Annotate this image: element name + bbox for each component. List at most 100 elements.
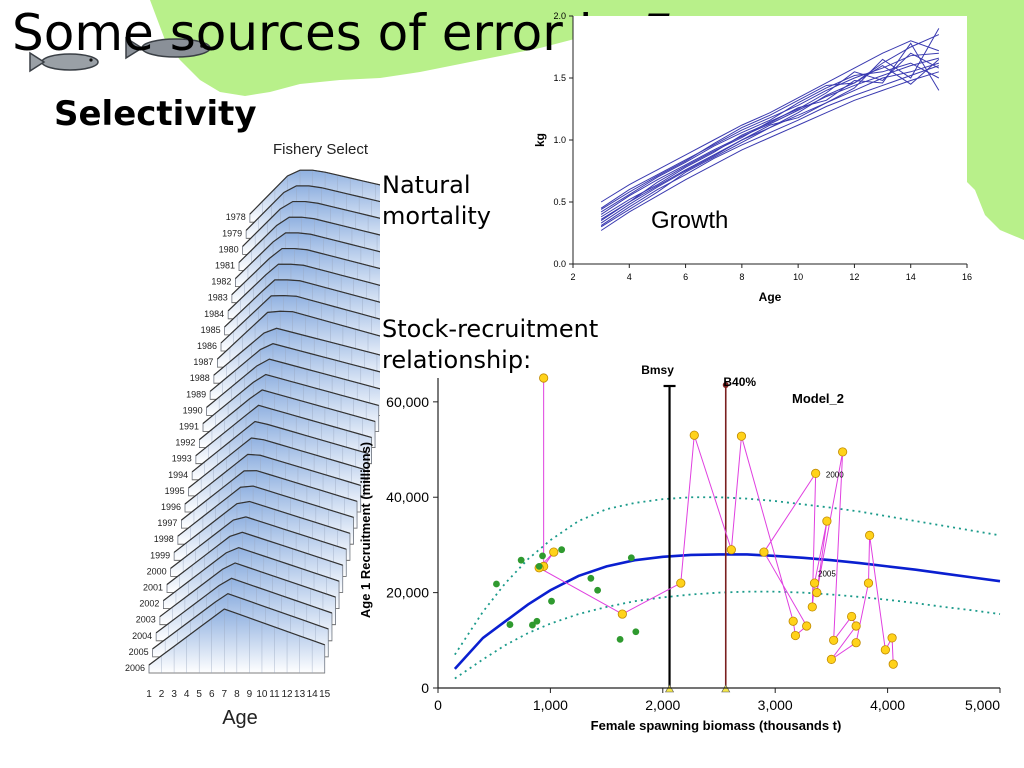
sr-path-point bbox=[811, 468, 821, 478]
sr-path-point bbox=[676, 578, 686, 588]
growth-x-tick-label: 8 bbox=[739, 272, 744, 282]
growth-x-axis-label: Age bbox=[759, 290, 782, 304]
selectivity-ridge-line bbox=[238, 216, 380, 263]
growth-y-tick-label: 1.5 bbox=[553, 73, 566, 83]
sr-path-point bbox=[689, 430, 699, 440]
sr-path-point bbox=[726, 545, 736, 555]
growth-x-tick-label: 14 bbox=[906, 272, 916, 282]
sr-path-point bbox=[829, 635, 839, 645]
sr-curve-line bbox=[453, 553, 1001, 670]
stock-recruitment-label: Stock-recruitment relationship: bbox=[382, 314, 598, 376]
selectivity-year-label: 1992 bbox=[175, 438, 195, 448]
growth-y-tick-label: 0.5 bbox=[553, 197, 566, 207]
selectivity-year-label: 1983 bbox=[208, 293, 228, 303]
sr-x-tick-label: 3,000 bbox=[758, 697, 793, 713]
growth-line-5 bbox=[600, 52, 939, 209]
sr-y-tick-label: 40,000 bbox=[386, 489, 429, 505]
growth-x-tick-label: 16 bbox=[962, 272, 972, 282]
sr-path-point bbox=[539, 373, 549, 383]
natural-mortality-line2: mortality bbox=[382, 202, 491, 230]
selectivity-ridge-line bbox=[209, 343, 380, 392]
selectivity-year-label: 1984 bbox=[204, 309, 224, 319]
sr-ci-lower bbox=[454, 590, 1001, 680]
selectivity-x-ticks: 1 2 3 4 5 6 7 8 9 10 11 12 13 14 15 bbox=[146, 689, 330, 700]
selectivity-x-tick: 10 bbox=[256, 689, 268, 700]
selectivity-year-label: 1990 bbox=[183, 405, 203, 415]
sr-green-point bbox=[533, 617, 541, 625]
growth-line-10 bbox=[600, 62, 940, 213]
selectivity-year-label: 2001 bbox=[143, 583, 163, 593]
selectivity-x-axis-label: Age bbox=[222, 707, 258, 729]
selectivity-ridge-line bbox=[249, 169, 380, 215]
sr-time-series-path: 2000 2005 bbox=[534, 373, 898, 669]
sr-path-point bbox=[790, 630, 801, 641]
selectivity-x-tick: 3 bbox=[171, 689, 177, 700]
sr-path-point bbox=[880, 645, 890, 655]
selectivity-year-label: 2004 bbox=[132, 631, 152, 641]
sr-path-point bbox=[802, 621, 812, 631]
selectivity-year-label: 1994 bbox=[168, 470, 188, 480]
growth-line-12 bbox=[600, 59, 940, 210]
selectivity-ridge-line bbox=[159, 562, 336, 618]
sr-path-point bbox=[863, 578, 874, 588]
sr-green-point bbox=[548, 597, 555, 605]
selectivity-ridge-line bbox=[206, 358, 380, 408]
sr-green-point bbox=[517, 556, 525, 564]
selectivity-ridge-line bbox=[242, 200, 380, 247]
selectivity-x-tick: 7 bbox=[222, 689, 228, 700]
selectivity-year-label: 2003 bbox=[136, 615, 156, 625]
natural-mortality-line1: Natural bbox=[382, 171, 471, 199]
selectivity-ridge-line bbox=[155, 577, 333, 634]
selectivity-x-tick: 13 bbox=[294, 689, 306, 700]
sr-path-point bbox=[788, 616, 798, 626]
sr-x-tick-label: 2,000 bbox=[645, 697, 680, 713]
sr-green-point bbox=[506, 621, 514, 628]
growth-y-tick-label: 0.0 bbox=[553, 259, 566, 269]
selectivity-ridge-line bbox=[224, 279, 380, 328]
selectivity-x-tick: 6 bbox=[209, 689, 215, 700]
sr-b40-cap bbox=[722, 382, 729, 388]
growth-line-9 bbox=[600, 28, 940, 224]
sr-y-tick-label: 20,000 bbox=[386, 585, 429, 601]
sr-point-label: 2005 bbox=[818, 570, 836, 579]
sr-model-label: Model_2 bbox=[792, 391, 844, 406]
sr-x-tick-label: 4,000 bbox=[870, 697, 905, 713]
sr-fitted-curve bbox=[453, 553, 1001, 670]
sr-x-ticks: 0 1,000 2,000 3,000 4,000 5,000 bbox=[434, 688, 1001, 713]
selectivity-year-label: 2006 bbox=[125, 663, 145, 673]
sr-path-point bbox=[851, 638, 861, 648]
selectivity-year-label: 1996 bbox=[161, 502, 181, 512]
selectivity-x-tick: 2 bbox=[159, 689, 165, 700]
selectivity-year-label: 1989 bbox=[186, 389, 206, 399]
sr-x-axis-label: Female spawning biomass (thousands t) bbox=[591, 718, 842, 733]
selectivity-year-label: 2002 bbox=[139, 599, 159, 609]
selectivity-ridge-line bbox=[234, 232, 380, 280]
selectivity-x-tick: 8 bbox=[234, 689, 240, 700]
selectivity-year-label: 2000 bbox=[147, 566, 167, 576]
growth-plot-area bbox=[573, 16, 967, 263]
selectivity-ridge-line bbox=[177, 485, 354, 537]
selectivity-year-label: 1993 bbox=[172, 454, 192, 464]
natural-mortality-label: Natural mortality bbox=[382, 170, 491, 232]
selectivity-chart-title: Fishery Select bbox=[273, 141, 369, 158]
selectivity-ridge-line bbox=[173, 500, 351, 553]
selectivity-heading: Selectivity bbox=[54, 94, 257, 134]
selectivity-x-tick: 12 bbox=[281, 689, 293, 700]
sr-green-point bbox=[616, 635, 624, 643]
selectivity-ridge-line bbox=[163, 546, 340, 602]
sr-green-point bbox=[539, 552, 546, 560]
selectivity-year-label: 1981 bbox=[215, 261, 235, 271]
sr-path-point bbox=[826, 654, 836, 664]
stock-recruitment-line1: Stock-recruitment bbox=[382, 315, 599, 343]
sr-path-point bbox=[812, 588, 822, 598]
growth-line-6 bbox=[600, 40, 940, 203]
selectivity-ridge-line bbox=[184, 453, 361, 505]
sr-green-point bbox=[632, 628, 640, 636]
selectivity-year-label: 1986 bbox=[197, 341, 217, 351]
selectivity-x-tick: 14 bbox=[307, 689, 319, 700]
selectivity-ribbons bbox=[148, 169, 380, 674]
sr-b40-label: B40% bbox=[723, 375, 756, 389]
selectivity-ridge-line bbox=[166, 531, 343, 585]
growth-x-tick-label: 10 bbox=[793, 272, 803, 282]
sr-ci-upper bbox=[454, 496, 1001, 656]
